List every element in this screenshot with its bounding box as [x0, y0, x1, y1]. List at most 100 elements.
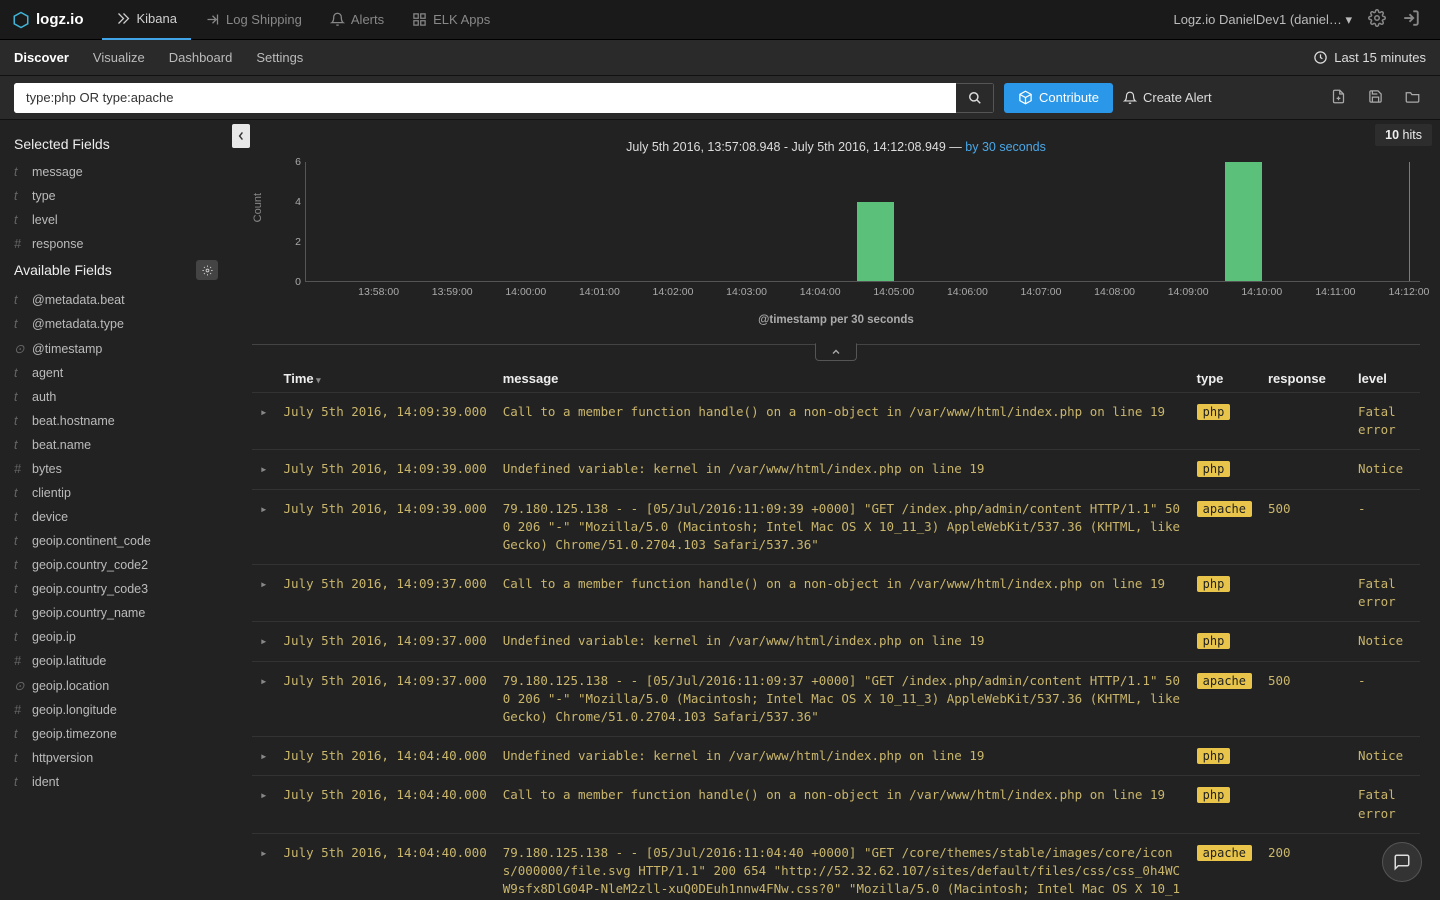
- field-name: agent: [32, 366, 63, 380]
- histogram-chart[interactable]: Count 0246 13:58:0013:59:0014:00:0014:01…: [280, 162, 1420, 312]
- field-item[interactable]: ⊙geoip.location: [0, 673, 232, 698]
- field-name: geoip.continent_code: [32, 534, 151, 548]
- field-item[interactable]: tgeoip.continent_code: [0, 529, 232, 553]
- xtick: 14:09:00: [1168, 286, 1209, 298]
- subnav-tab-settings[interactable]: Settings: [256, 50, 303, 65]
- nav-tab-log-shipping[interactable]: Log Shipping: [191, 0, 316, 40]
- expand-row-button[interactable]: ▸: [252, 622, 276, 661]
- field-item[interactable]: t@metadata.beat: [0, 288, 232, 312]
- chart-collapse-button[interactable]: [815, 343, 857, 361]
- nav-tab-elk-apps[interactable]: ELK Apps: [398, 0, 504, 40]
- timerange-picker[interactable]: Last 15 minutes: [1313, 50, 1426, 65]
- sidebar-collapse-button[interactable]: [232, 124, 250, 148]
- account-dropdown[interactable]: Logz.io DanielDev1 (daniel… ▾: [1173, 12, 1352, 28]
- field-item[interactable]: tmessage: [0, 160, 232, 184]
- cell-type: php: [1189, 622, 1260, 661]
- table-row[interactable]: ▸July 5th 2016, 14:04:40.00079.180.125.1…: [252, 833, 1420, 900]
- field-item[interactable]: tbeat.name: [0, 433, 232, 457]
- field-item[interactable]: #geoip.longitude: [0, 698, 232, 722]
- field-item[interactable]: tagent: [0, 361, 232, 385]
- col-response[interactable]: response: [1260, 365, 1350, 393]
- chart-xlabel: @timestamp per 30 seconds: [252, 314, 1420, 326]
- field-item[interactable]: tgeoip.country_name: [0, 601, 232, 625]
- cell-time: July 5th 2016, 14:04:40.000: [276, 776, 495, 833]
- field-type-icon: t: [14, 510, 24, 524]
- histogram-bar[interactable]: [1225, 162, 1262, 281]
- search-button[interactable]: [956, 83, 994, 113]
- field-type-icon: t: [14, 486, 24, 500]
- field-type-icon: t: [14, 165, 24, 179]
- expand-row-button[interactable]: ▸: [252, 489, 276, 564]
- brand-logo[interactable]: logz.io: [12, 11, 84, 29]
- subnav-tab-visualize[interactable]: Visualize: [93, 50, 145, 65]
- field-item[interactable]: tbeat.hostname: [0, 409, 232, 433]
- col-level[interactable]: level: [1350, 365, 1420, 393]
- expand-row-button[interactable]: ▸: [252, 393, 276, 450]
- expand-row-button[interactable]: ▸: [252, 776, 276, 833]
- field-item[interactable]: tlevel: [0, 208, 232, 232]
- fields-sidebar: Selected Fields tmessagettypetlevel#resp…: [0, 120, 232, 900]
- help-fab[interactable]: [1382, 842, 1422, 882]
- expand-row-button[interactable]: ▸: [252, 565, 276, 622]
- histogram-bar[interactable]: [857, 202, 894, 281]
- brand-text: logz.io: [36, 11, 84, 28]
- table-row[interactable]: ▸July 5th 2016, 14:09:37.000Undefined va…: [252, 622, 1420, 661]
- field-item[interactable]: tident: [0, 770, 232, 794]
- table-row[interactable]: ▸July 5th 2016, 14:09:39.000Call to a me…: [252, 393, 1420, 450]
- new-search-button[interactable]: [1325, 89, 1352, 107]
- table-row[interactable]: ▸July 5th 2016, 14:04:40.000Undefined va…: [252, 737, 1420, 776]
- subnav-tab-discover[interactable]: Discover: [14, 50, 69, 65]
- nav-tab-alerts[interactable]: Alerts: [316, 0, 398, 40]
- login-button[interactable]: [1394, 9, 1428, 30]
- save-search-button[interactable]: [1362, 89, 1389, 107]
- table-row[interactable]: ▸July 5th 2016, 14:09:39.000Undefined va…: [252, 450, 1420, 489]
- field-item[interactable]: tclientip: [0, 481, 232, 505]
- cell-time: July 5th 2016, 14:09:37.000: [276, 622, 495, 661]
- field-item[interactable]: tgeoip.timezone: [0, 722, 232, 746]
- expand-row-button[interactable]: ▸: [252, 661, 276, 736]
- field-item[interactable]: thttpversion: [0, 746, 232, 770]
- cell-response: [1260, 622, 1350, 661]
- field-type-icon: ⊙: [14, 678, 24, 693]
- field-item[interactable]: tgeoip.country_code3: [0, 577, 232, 601]
- expand-row-button[interactable]: ▸: [252, 450, 276, 489]
- field-item[interactable]: t@metadata.type: [0, 312, 232, 336]
- type-tag: php: [1197, 576, 1231, 592]
- table-row[interactable]: ▸July 5th 2016, 14:09:39.00079.180.125.1…: [252, 489, 1420, 564]
- col-type[interactable]: type: [1189, 365, 1260, 393]
- field-item[interactable]: ttype: [0, 184, 232, 208]
- subnav-tab-dashboard[interactable]: Dashboard: [169, 50, 233, 65]
- field-type-icon: t: [14, 630, 24, 644]
- cell-response: [1260, 565, 1350, 622]
- field-type-icon: #: [14, 237, 24, 251]
- field-item[interactable]: ⊙@timestamp: [0, 336, 232, 361]
- field-name: geoip.country_code2: [32, 558, 148, 572]
- settings-gear-button[interactable]: [1360, 9, 1394, 30]
- contribute-button[interactable]: Contribute: [1004, 83, 1113, 113]
- col-time[interactable]: Time: [276, 365, 495, 393]
- cell-type: php: [1189, 737, 1260, 776]
- open-search-button[interactable]: [1399, 89, 1426, 107]
- expand-row-button[interactable]: ▸: [252, 833, 276, 900]
- create-alert-button[interactable]: Create Alert: [1123, 90, 1212, 105]
- query-input[interactable]: [14, 83, 956, 113]
- field-item[interactable]: tgeoip.country_code2: [0, 553, 232, 577]
- table-row[interactable]: ▸July 5th 2016, 14:09:37.00079.180.125.1…: [252, 661, 1420, 736]
- field-item[interactable]: #response: [0, 232, 232, 256]
- field-item[interactable]: #bytes: [0, 457, 232, 481]
- table-row[interactable]: ▸July 5th 2016, 14:09:37.000Call to a me…: [252, 565, 1420, 622]
- contribute-label: Contribute: [1039, 90, 1099, 105]
- field-item[interactable]: #geoip.latitude: [0, 649, 232, 673]
- field-item[interactable]: tdevice: [0, 505, 232, 529]
- cell-message: 79.180.125.138 - - [05/Jul/2016:11:09:39…: [495, 489, 1189, 564]
- interval-selector[interactable]: by 30 seconds: [965, 140, 1046, 154]
- fields-settings-button[interactable]: [196, 260, 218, 280]
- nav-tab-kibana[interactable]: Kibana: [102, 0, 191, 40]
- col-message[interactable]: message: [495, 365, 1189, 393]
- cell-level: Fatal error: [1350, 393, 1420, 450]
- table-row[interactable]: ▸July 5th 2016, 14:04:40.000Call to a me…: [252, 776, 1420, 833]
- field-item[interactable]: tauth: [0, 385, 232, 409]
- expand-row-button[interactable]: ▸: [252, 737, 276, 776]
- field-item[interactable]: tgeoip.ip: [0, 625, 232, 649]
- xtick: 14:02:00: [653, 286, 694, 298]
